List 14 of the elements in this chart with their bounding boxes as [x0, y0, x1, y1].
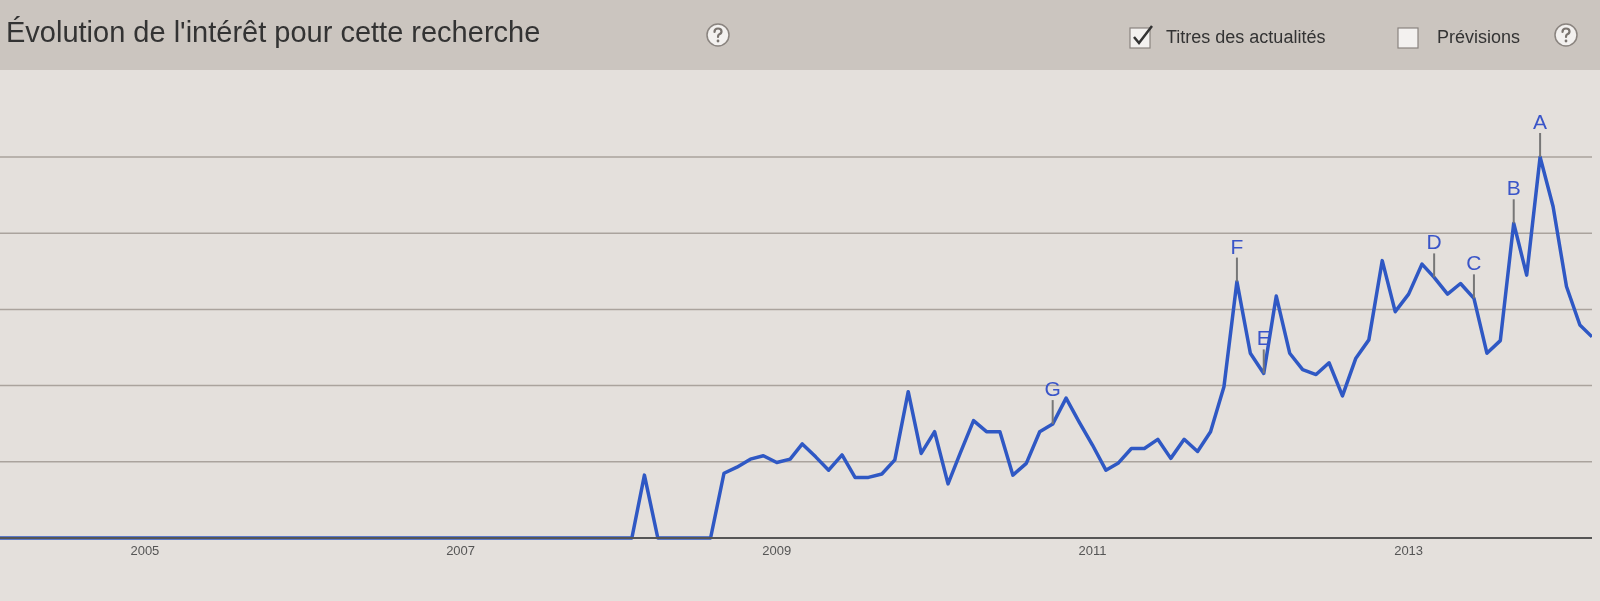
annotation: G — [1044, 377, 1061, 401]
annotation: F — [1230, 234, 1244, 258]
annotation: B — [1506, 176, 1521, 200]
x-tick-label: 2005 — [130, 543, 160, 559]
annotation: C — [1466, 251, 1482, 275]
text: Titres des actualités — [1166, 27, 1326, 48]
x-tick-label: 2013 — [1394, 543, 1424, 559]
x-tick-label: 2007 — [446, 543, 476, 559]
annotation: A — [1533, 110, 1548, 133]
text: Prévisions — [1437, 27, 1521, 48]
chart-title: Évolution de l'intérêt pour cette recherche — [6, 16, 541, 49]
x-tick-label: 2009 — [762, 543, 792, 559]
annotation: D — [1426, 230, 1442, 254]
x-tick-label: 2011 — [1078, 543, 1107, 559]
